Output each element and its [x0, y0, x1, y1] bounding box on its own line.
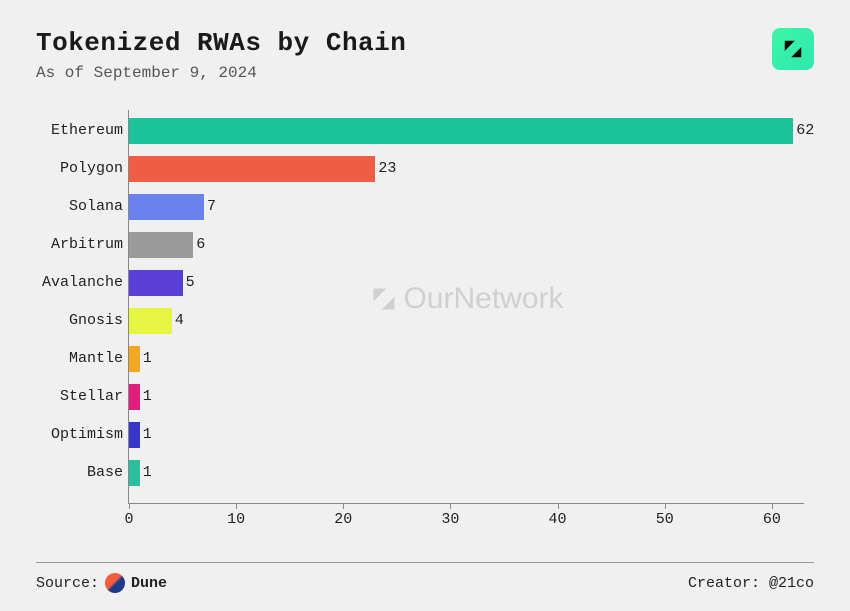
- brand-logo-icon: [772, 28, 814, 70]
- source: Source: Dune: [36, 573, 167, 593]
- bar-category-label: Arbitrum: [51, 232, 129, 258]
- bar-rect: [129, 118, 793, 144]
- source-name: Dune: [131, 575, 167, 592]
- plot-region: OurNetwork Ethereum62Polygon23Solana7Arb…: [128, 110, 804, 504]
- creator-prefix: Creator:: [688, 575, 760, 592]
- bar-rect: [129, 346, 140, 372]
- bar-value-label: 62: [793, 118, 814, 144]
- bar-row: Polygon23: [129, 156, 804, 182]
- bar-category-label: Ethereum: [51, 118, 129, 144]
- bar-row: Base1: [129, 460, 804, 486]
- bar-row: Gnosis4: [129, 308, 804, 334]
- bar-value-label: 1: [140, 422, 152, 448]
- x-tick-label: 60: [763, 503, 781, 528]
- bar-rect: [129, 384, 140, 410]
- bar-category-label: Solana: [69, 194, 129, 220]
- bar-rect: [129, 270, 183, 296]
- bar-value-label: 1: [140, 384, 152, 410]
- bar-value-label: 6: [193, 232, 205, 258]
- bar-category-label: Avalanche: [42, 270, 129, 296]
- bar-row: Stellar1: [129, 384, 804, 410]
- bars-group: Ethereum62 Polygon23 Solana7 Arbitrum6 Avala…: [129, 110, 804, 503]
- bar-category-label: Optimism: [51, 422, 129, 448]
- bar-rect: [129, 194, 204, 220]
- bar-category-label: Mantle: [69, 346, 129, 372]
- bar-value-label: 5: [183, 270, 195, 296]
- header: Tokenized RWAs by Chain As of September …: [36, 28, 814, 82]
- x-tick-label: 10: [227, 503, 245, 528]
- x-tick-label: 20: [334, 503, 352, 528]
- bar-category-label: Gnosis: [69, 308, 129, 334]
- bar-category-label: Base: [87, 460, 129, 486]
- bar-row: Solana7: [129, 194, 804, 220]
- bar-row: Avalanche5: [129, 270, 804, 296]
- creator-handle: @21co: [769, 575, 814, 592]
- bar-value-label: 4: [172, 308, 184, 334]
- bar-value-label: 23: [375, 156, 396, 182]
- x-tick-label: 40: [549, 503, 567, 528]
- chart-subtitle: As of September 9, 2024: [36, 64, 814, 82]
- x-tick-label: 50: [656, 503, 674, 528]
- bar-rect: [129, 422, 140, 448]
- creator: Creator: @21co: [688, 575, 814, 592]
- bar-value-label: 1: [140, 460, 152, 486]
- chart-title: Tokenized RWAs by Chain: [36, 28, 814, 58]
- chart-area: OurNetwork Ethereum62Polygon23Solana7Arb…: [36, 110, 814, 550]
- bar-rect: [129, 460, 140, 486]
- bar-value-label: 7: [204, 194, 216, 220]
- x-tick-label: 0: [124, 503, 133, 528]
- bar-category-label: Stellar: [60, 384, 129, 410]
- source-prefix: Source:: [36, 575, 99, 592]
- bar-rect: [129, 308, 172, 334]
- bar-row: Arbitrum6: [129, 232, 804, 258]
- footer: Source: Dune Creator: @21co: [36, 562, 814, 593]
- bar-value-label: 1: [140, 346, 152, 372]
- bar-row: Mantle1: [129, 346, 804, 372]
- bar-row: Optimism1: [129, 422, 804, 448]
- bar-rect: [129, 156, 375, 182]
- dune-icon: [105, 573, 125, 593]
- bar-row: Ethereum62: [129, 118, 804, 144]
- bar-rect: [129, 232, 193, 258]
- bar-category-label: Polygon: [60, 156, 129, 182]
- chart-container: Tokenized RWAs by Chain As of September …: [0, 0, 850, 611]
- x-tick-label: 30: [441, 503, 459, 528]
